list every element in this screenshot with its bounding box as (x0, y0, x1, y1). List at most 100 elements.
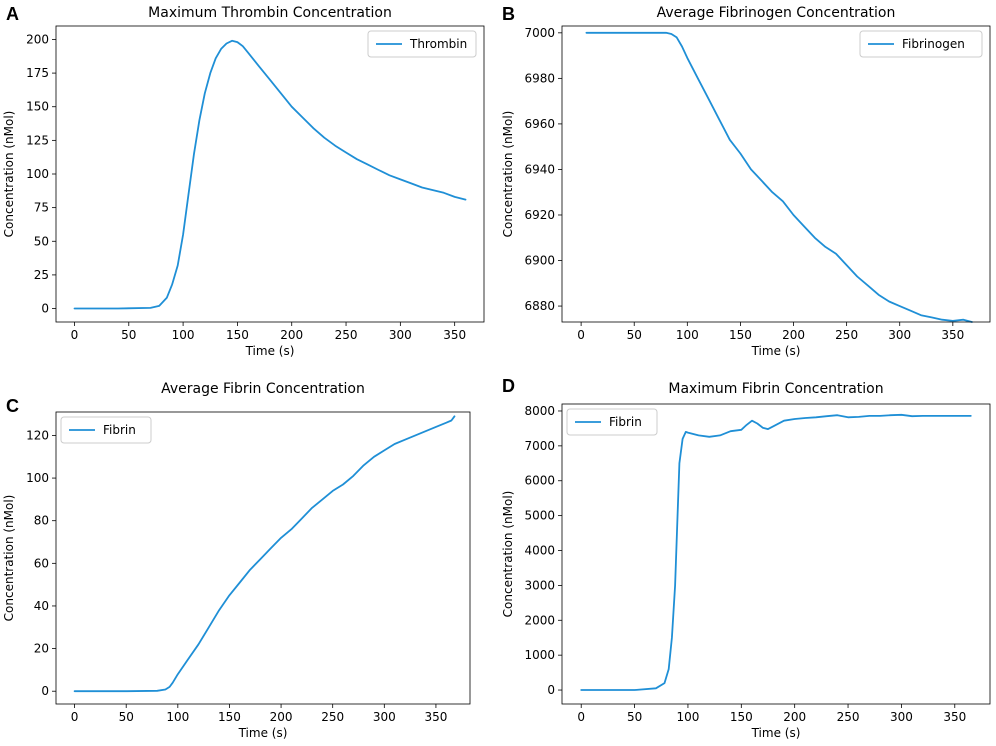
x-tick-label: 200 (783, 710, 806, 724)
x-tick-label: 300 (373, 710, 396, 724)
y-tick-label: 5000 (524, 509, 555, 523)
series-line-thrombin (73, 39, 467, 310)
chart-title: Average Fibrin Concentration (161, 381, 365, 397)
y-tick-label: 6880 (524, 299, 555, 313)
y-tick-label: 6940 (524, 162, 555, 176)
legend-box (859, 30, 983, 58)
panel-b-letter: B (502, 4, 515, 24)
x-tick-label: 150 (730, 710, 753, 724)
panel-a: A Maximum Thrombin Concentration 0 50 100 15… (2, 4, 485, 358)
y-tick-label: 6900 (524, 254, 555, 268)
y-tick-label: 3000 (524, 578, 555, 592)
plot-frame (561, 25, 991, 323)
panel-c: C Average Fibrin Concentration 0 50 100 150 2… (2, 381, 471, 740)
x-tick-label: 250 (835, 328, 858, 342)
x-tick-label: 250 (837, 710, 860, 724)
y-tick-label: 7000 (524, 26, 555, 40)
x-tick-label: 0 (577, 710, 585, 724)
y-tick-label: 8000 (524, 404, 555, 418)
x-axis-label: Time (s) (751, 344, 801, 358)
x-tick-label: 200 (782, 328, 805, 342)
y-tick-label: 6960 (524, 117, 555, 131)
legend-label: Fibrin (609, 415, 642, 429)
chart-title: Average Fibrinogen Concentration (657, 5, 896, 21)
x-tick-label: 50 (627, 328, 642, 342)
chart-title: Maximum Fibrin Concentration (668, 381, 883, 397)
y-tick-label: 120 (26, 428, 49, 442)
x-tick-label: 250 (321, 710, 344, 724)
x-tick-label: 200 (280, 328, 303, 342)
y-axis-label: Concentration (nMol) (2, 495, 16, 622)
y-tick-label: 6980 (524, 71, 555, 85)
x-tick-label: 250 (335, 328, 358, 342)
series-line-fibrin (73, 415, 456, 693)
x-tick-label: 300 (890, 710, 913, 724)
legend: Fibrin (60, 416, 152, 444)
y-tick-label: 50 (34, 234, 49, 248)
y-tick-label: 175 (26, 66, 49, 80)
x-tick-label: 300 (389, 328, 412, 342)
y-tick-label: 0 (547, 683, 555, 697)
y-tick-label: 4000 (524, 544, 555, 558)
y-tick-label: 0 (41, 302, 49, 316)
y-tick-label: 75 (34, 201, 49, 215)
legend-box (367, 30, 477, 58)
y-tick-label: 60 (34, 556, 49, 570)
x-tick-label: 100 (166, 710, 189, 724)
y-tick-label: 6920 (524, 208, 555, 222)
y-tick-label: 100 (26, 471, 49, 485)
y-tick-label: 0 (41, 684, 49, 698)
y-tick-label: 2000 (524, 613, 555, 627)
x-tick-label: 0 (71, 710, 79, 724)
legend-label: Fibrin (103, 423, 136, 437)
x-tick-label: 150 (226, 328, 249, 342)
x-tick-label: 0 (577, 328, 585, 342)
plot-frame (55, 411, 471, 705)
x-tick-label: 100 (172, 328, 195, 342)
x-axis-label: Time (s) (245, 344, 295, 358)
y-tick-label: 80 (34, 514, 49, 528)
y-tick-label: 125 (26, 133, 49, 147)
panel-b: B Average Fibrinogen Concentration 0 50 100… (501, 4, 991, 358)
panel-c-letter: C (6, 396, 19, 416)
panel-d-letter: D (502, 376, 515, 396)
x-tick-label: 350 (443, 328, 466, 342)
legend: Fibrin (566, 408, 658, 436)
panel-a-letter: A (6, 4, 19, 24)
x-tick-label: 0 (71, 328, 79, 342)
x-tick-label: 200 (270, 710, 293, 724)
plot-frame (55, 25, 485, 323)
y-tick-label: 40 (34, 599, 49, 613)
legend-box (60, 416, 152, 444)
x-tick-label: 100 (676, 328, 699, 342)
x-axis-label: Time (s) (751, 726, 801, 740)
y-tick-label: 6000 (524, 474, 555, 488)
y-axis-label: Concentration (nMol) (2, 111, 16, 238)
chart-title: Maximum Thrombin Concentration (148, 5, 392, 21)
x-tick-label: 100 (676, 710, 699, 724)
y-tick-label: 20 (34, 642, 49, 656)
x-tick-label: 50 (119, 710, 134, 724)
y-tick-label: 7000 (524, 439, 555, 453)
x-tick-label: 50 (121, 328, 136, 342)
x-tick-label: 350 (941, 328, 964, 342)
plot-frame (561, 403, 991, 705)
x-tick-label: 350 (943, 710, 966, 724)
y-tick-label: 25 (34, 268, 49, 282)
y-tick-label: 100 (26, 167, 49, 181)
x-tick-label: 300 (888, 328, 911, 342)
y-tick-label: 1000 (524, 648, 555, 662)
legend: Fibrinogen (859, 30, 983, 58)
legend: Thrombin (367, 30, 477, 58)
x-tick-label: 50 (627, 710, 642, 724)
y-tick-label: 200 (26, 32, 49, 46)
series-line-fibrin (580, 413, 972, 691)
legend-label: Thrombin (409, 37, 467, 51)
x-tick-label: 350 (424, 710, 447, 724)
x-tick-label: 150 (218, 710, 241, 724)
panel-d: D Maximum Fibrin Concentration 0 50 100 150 2… (501, 376, 991, 740)
y-tick-label: 150 (26, 100, 49, 114)
x-axis-label: Time (s) (238, 726, 288, 740)
y-axis-label: Concentration (nMol) (501, 491, 515, 618)
